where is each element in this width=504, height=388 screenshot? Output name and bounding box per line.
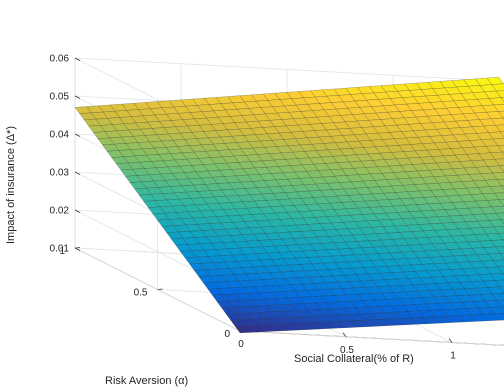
- x-axis-line: [239, 330, 504, 346]
- z-tick-label: 0.05: [50, 92, 70, 103]
- surface-mesh: [74, 77, 504, 334]
- surface-cell: [500, 131, 504, 138]
- surface-cell: [496, 90, 504, 98]
- surface-cell: [499, 286, 504, 294]
- z-tick: [74, 133, 81, 137]
- surface-cell: [494, 192, 504, 200]
- y-tick-label: 1: [59, 246, 65, 257]
- surface-cell: [500, 253, 504, 259]
- surface-cell: [500, 97, 504, 103]
- surface-cell: [498, 110, 504, 119]
- surface-cell: [501, 185, 504, 190]
- surface-cell: [493, 226, 504, 234]
- surface-cell: [496, 178, 504, 187]
- y-tick-label: 0.5: [134, 288, 148, 299]
- x-tick-label: 0.5: [340, 345, 354, 356]
- tick-marks: [74, 57, 453, 343]
- z-tick-label: 0.04: [50, 130, 70, 141]
- surface-cell: [494, 158, 504, 166]
- surface-cell: [492, 172, 504, 180]
- y-tick: [74, 247, 81, 249]
- surface-cell: [492, 259, 504, 268]
- surface-cell: [496, 299, 504, 307]
- x-tick-label: 0: [238, 339, 244, 350]
- surface-cell: [497, 266, 504, 274]
- z-tick: [74, 247, 81, 251]
- z-tick-label: 0.02: [50, 206, 70, 217]
- y-tick-label: 0: [224, 329, 230, 340]
- y-tick: [239, 330, 246, 332]
- x-axis-label: Social Collateral(% of R): [294, 353, 414, 365]
- surface-cell: [497, 144, 504, 153]
- z-tick: [74, 209, 81, 213]
- surface-cell: [495, 246, 504, 254]
- z-tick: [74, 171, 81, 175]
- surface-cell: [501, 306, 504, 311]
- y-axis-label: Risk Aversion (α): [105, 375, 188, 387]
- y-tick: [157, 288, 163, 290]
- surface-cell: [498, 199, 504, 207]
- z-tick: [74, 57, 81, 61]
- z-tick-label: 0.06: [50, 54, 70, 65]
- z-tick: [74, 95, 81, 99]
- surface-cell: [495, 124, 504, 132]
- surface-cell: [494, 313, 504, 321]
- surface-cell: [493, 104, 504, 112]
- surface-cell: [500, 219, 504, 225]
- x-tick: [342, 332, 347, 337]
- surface-cell: [496, 212, 504, 220]
- x-tick: [236, 326, 241, 332]
- surface-cell: [494, 279, 504, 288]
- z-axis-label: Impact of insurance (Δ*): [5, 126, 17, 244]
- z-tick-label: 0.01: [50, 244, 70, 255]
- surface-cell: [498, 232, 504, 241]
- surface-cell: [499, 165, 504, 173]
- x-tick: [448, 338, 453, 343]
- surface-cell: [492, 293, 504, 301]
- surface-cell: [492, 138, 504, 146]
- z-tick-label: 0.03: [50, 168, 70, 179]
- x-tick-label: 1: [450, 351, 456, 362]
